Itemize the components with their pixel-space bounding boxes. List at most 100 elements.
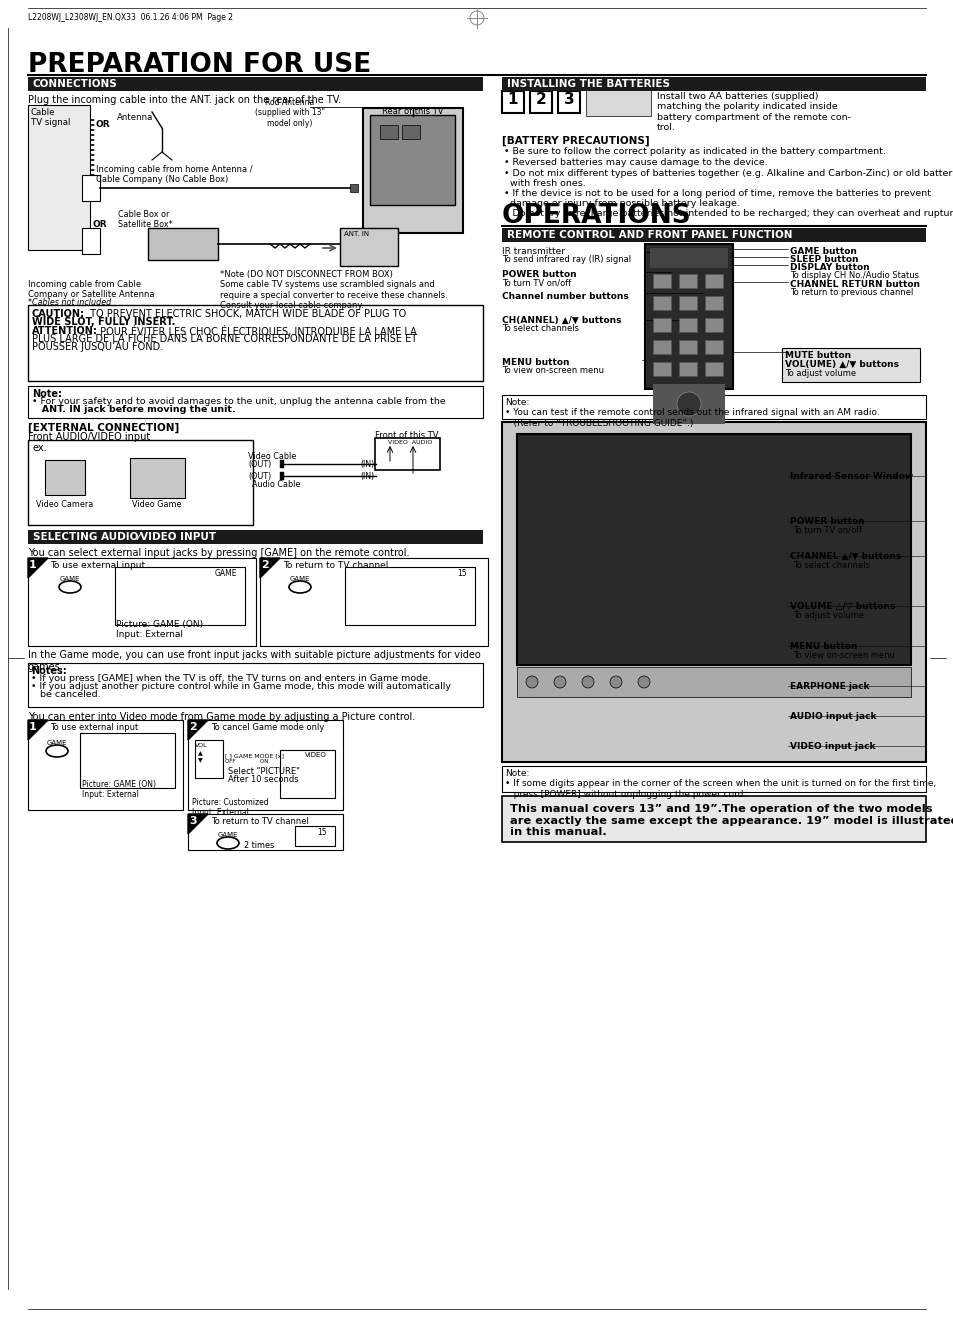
Bar [188, 814, 343, 849]
Text: VIDEO: VIDEO [305, 752, 327, 759]
Text: To display CH No./Audio Status: To display CH No./Audio Status [789, 271, 918, 281]
Text: REMOTE CONTROL AND FRONT PANEL FUNCTION: REMOTE CONTROL AND FRONT PANEL FUNCTION [506, 230, 792, 240]
Text: 15: 15 [456, 569, 467, 578]
Text: ANT. IN: ANT. IN [344, 230, 369, 237]
Text: TO PREVENT ELECTRIC SHOCK, MATCH WIDE BLADE OF PLUG TO: TO PREVENT ELECTRIC SHOCK, MATCH WIDE BL… [87, 309, 406, 319]
Bar [401, 125, 419, 140]
Text: Front of this TV: Front of this TV [375, 431, 438, 440]
Text: 2 times: 2 times [244, 842, 274, 849]
Text: GAME: GAME [214, 569, 236, 578]
Text: • If you press [GAME] when the TV is off, the TV turns on and enters in Game mod: • If you press [GAME] when the TV is off… [30, 674, 431, 684]
Bar [375, 439, 439, 470]
Bar [679, 362, 697, 375]
Text: (OUT): (OUT) [248, 471, 271, 481]
Text: You can enter into Video mode from Game mode by adjusting a Picture control.: You can enter into Video mode from Game … [28, 712, 415, 722]
Text: Audio Cable: Audio Cable [252, 479, 300, 489]
Text: VOLUME △/▽ buttons: VOLUME △/▽ buttons [789, 602, 895, 611]
Bar [82, 228, 100, 254]
Text: *Cables not included: *Cables not included [28, 298, 112, 307]
Text: VIDEO  AUDIO: VIDEO AUDIO [388, 440, 432, 445]
Text: POUR ÉVITER LES CHOC ÉLECTRIQUES, INTRODUIRE LA LAME LA: POUR ÉVITER LES CHOC ÉLECTRIQUES, INTROD… [97, 327, 416, 337]
Text: Note:: Note: [32, 389, 62, 399]
Text: 2: 2 [189, 722, 196, 732]
Bar [28, 440, 253, 525]
Text: EARPHONE jack: EARPHONE jack [789, 682, 868, 691]
Text: ▼: ▼ [198, 759, 203, 763]
Bar [501, 795, 925, 842]
Bar [28, 529, 482, 544]
Text: • Do not mix different types of batteries together (e.g. Alkaline and Carbon-Zin: • Do not mix different types of batterie… [503, 169, 953, 188]
Text: Note:
• You can test if the remote control sends out the infrared signal with an: Note: • You can test if the remote contr… [504, 398, 879, 428]
Bar [517, 668, 910, 697]
Text: MUTE button: MUTE button [784, 352, 850, 360]
Bar [517, 435, 910, 665]
Text: Select "PICTURE": Select "PICTURE" [228, 766, 299, 776]
Bar [652, 274, 670, 288]
Text: L2208WJ_L2308WJ_EN.QX33  06.1.26 4:06 PM  Page 2: L2208WJ_L2308WJ_EN.QX33 06.1.26 4:06 PM … [28, 13, 233, 22]
Text: OFF              ON: OFF ON [225, 759, 268, 764]
Text: [BATTERY PRECAUTIONS]: [BATTERY PRECAUTIONS] [501, 136, 649, 146]
Text: OPERATIONS: OPERATIONS [501, 203, 691, 229]
Bar [379, 125, 397, 140]
Bar [194, 740, 223, 778]
Text: To view on-screen menu: To view on-screen menu [792, 651, 894, 660]
Bar [652, 385, 724, 424]
Text: ▲: ▲ [198, 751, 203, 756]
Bar [585, 88, 650, 116]
Text: DISPLAY button: DISPLAY button [789, 263, 869, 273]
Bar [704, 274, 722, 288]
Text: To select channels: To select channels [792, 561, 869, 570]
Text: Video Camera: Video Camera [36, 500, 93, 508]
Text: Rear of this TV: Rear of this TV [382, 107, 443, 116]
Bar [188, 720, 343, 810]
Text: PLUS LARGE DE LA FICHE DANS LA BORNE CORRESPONDANTE DE LA PRISE ET: PLUS LARGE DE LA FICHE DANS LA BORNE COR… [32, 335, 416, 344]
Text: MENU button: MENU button [789, 641, 857, 651]
Text: (IN): (IN) [359, 471, 374, 481]
Text: To select channels: To select channels [501, 324, 578, 333]
Bar [501, 76, 925, 91]
Text: Infrared Sensor Window: Infrared Sensor Window [789, 471, 912, 481]
Text: 1: 1 [29, 722, 37, 732]
Text: Picture: GAME (ON)
Input: External: Picture: GAME (ON) Input: External [116, 620, 203, 639]
Text: 15: 15 [317, 828, 327, 838]
Bar [679, 296, 697, 309]
Text: To use external input: To use external input [50, 723, 138, 732]
Text: To turn TV on/off: To turn TV on/off [792, 525, 862, 535]
Bar [280, 749, 335, 798]
Text: • If the device is not to be used for a long period of time, remove the batterie: • If the device is not to be used for a … [503, 190, 930, 208]
Bar [679, 274, 697, 288]
Bar [704, 296, 722, 309]
Text: GAME: GAME [217, 832, 238, 838]
Text: (IN): (IN) [359, 460, 374, 469]
Text: Notes:: Notes: [30, 666, 67, 676]
Text: (OUT): (OUT) [248, 460, 271, 469]
Bar [260, 558, 488, 647]
Text: • Reversed batteries may cause damage to the device.: • Reversed batteries may cause damage to… [503, 158, 767, 167]
Bar [652, 317, 670, 332]
Text: INSTALLING THE BATTERIES: INSTALLING THE BATTERIES [506, 79, 669, 90]
Bar [679, 340, 697, 354]
Text: Incoming cable from Cable
Company or Satellite Antenna: Incoming cable from Cable Company or Sat… [28, 281, 154, 299]
Bar [704, 317, 722, 332]
Polygon shape [260, 558, 280, 578]
Text: GAME: GAME [47, 740, 67, 745]
Bar [345, 568, 475, 626]
Circle shape [609, 676, 621, 687]
Text: Incoming cable from home Antenna /
Cable Company (No Cable Box): Incoming cable from home Antenna / Cable… [96, 165, 253, 184]
Text: AUDIO input jack: AUDIO input jack [789, 712, 876, 720]
Text: • Do not try to recharge batteries not intended to be recharged; they can overhe: • Do not try to recharge batteries not i… [503, 209, 953, 219]
Text: Install two AA batteries (supplied)
matching the polarity indicated inside
batte: Install two AA batteries (supplied) matc… [657, 92, 850, 132]
Text: To return to previous channel: To return to previous channel [789, 288, 912, 298]
Text: CAUTION:: CAUTION: [32, 309, 85, 319]
Text: 1: 1 [29, 560, 37, 570]
Text: To return to TV channel: To return to TV channel [283, 561, 388, 570]
Text: SLEEP button: SLEEP button [789, 255, 858, 263]
Text: 2: 2 [535, 92, 546, 107]
Polygon shape [188, 814, 208, 834]
Bar [501, 421, 925, 763]
Text: *Note (DO NOT DISCONNECT FROM BOX)
Some cable TV systems use scrambled signals a: *Note (DO NOT DISCONNECT FROM BOX) Some … [220, 270, 447, 311]
Polygon shape [188, 720, 208, 740]
Bar [28, 720, 183, 810]
Text: VIDEO input jack: VIDEO input jack [789, 741, 875, 751]
Text: CONNECTIONS: CONNECTIONS [33, 79, 117, 90]
